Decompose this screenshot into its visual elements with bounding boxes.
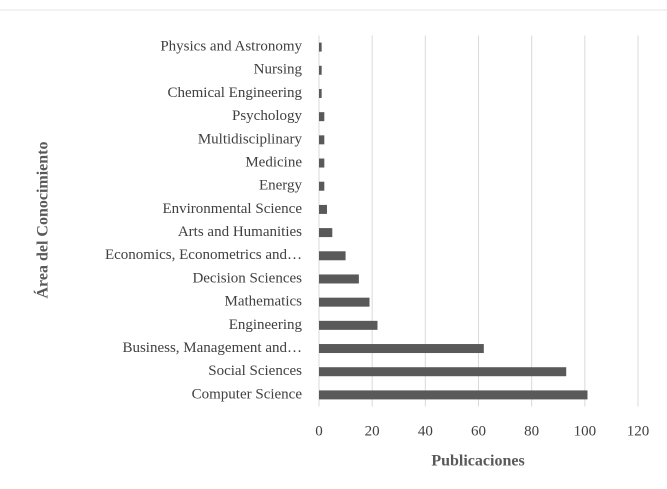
y-tick-label: Engineering (229, 317, 303, 333)
x-axis-title: Publicaciones (431, 453, 524, 470)
bar (319, 344, 484, 354)
x-tick-label: 60 (471, 423, 486, 439)
y-tick-label: Nursing (254, 62, 303, 78)
x-tick-label: 20 (365, 423, 380, 439)
y-tick-label: Mathematics (225, 294, 303, 310)
y-tick-label: Chemical Engineering (167, 85, 302, 101)
bar (319, 367, 567, 377)
y-tick-label: Computer Science (192, 386, 303, 402)
bar (319, 135, 325, 145)
x-tick-label: 80 (524, 423, 539, 439)
bar (319, 297, 370, 307)
y-tick-label: Business, Management and… (122, 340, 302, 356)
bar (319, 204, 327, 214)
y-tick-label: Arts and Humanities (178, 224, 302, 240)
y-tick-label: Environmental Science (162, 201, 302, 217)
y-tick-label: Economics, Econometrics and… (105, 247, 302, 263)
y-tick-label: Energy (259, 178, 303, 194)
bar (319, 274, 359, 284)
bar (319, 390, 588, 400)
y-tick-label: Medicine (245, 154, 302, 170)
bar (319, 320, 378, 330)
y-tick-label: Psychology (232, 108, 303, 124)
x-tick-label: 120 (627, 423, 650, 439)
y-axis-title: Área del Conocimiento (33, 141, 52, 298)
bar (319, 251, 346, 261)
y-tick-label: Multidisciplinary (198, 131, 303, 147)
bar (319, 228, 333, 238)
bar (319, 158, 325, 168)
bar (319, 112, 325, 122)
y-tick-label: Physics and Astronomy (160, 39, 302, 55)
x-tick-label: 40 (418, 423, 433, 439)
bar (319, 181, 325, 191)
x-tick-label: 0 (315, 423, 323, 439)
x-tick-label: 100 (574, 423, 597, 439)
y-tick-label: Social Sciences (208, 363, 302, 379)
bar (319, 88, 322, 98)
bar (319, 65, 322, 75)
bar (319, 42, 322, 52)
y-tick-label: Decision Sciences (192, 270, 302, 286)
